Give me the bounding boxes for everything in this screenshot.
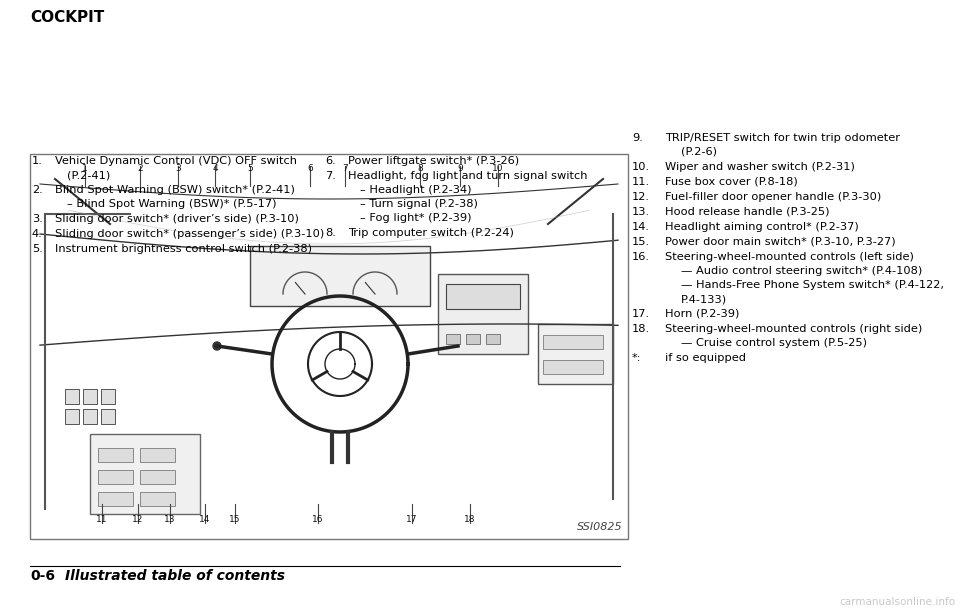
Text: 4.: 4.: [32, 229, 43, 239]
Text: 2.: 2.: [32, 185, 43, 195]
Text: 3.: 3.: [32, 214, 43, 224]
Text: Headlight, fog light and turn signal switch: Headlight, fog light and turn signal swi…: [348, 171, 588, 181]
Text: Vehicle Dynamic Control (VDC) OFF switch: Vehicle Dynamic Control (VDC) OFF switch: [55, 156, 297, 166]
Bar: [98, 492, 133, 506]
Text: 0-6: 0-6: [30, 569, 55, 583]
Text: Headlight aiming control* (P.2-37): Headlight aiming control* (P.2-37): [665, 222, 859, 232]
Circle shape: [213, 342, 221, 350]
Text: 3: 3: [175, 164, 180, 173]
Bar: [140, 448, 175, 462]
Text: Wiper and washer switch (P.2-31): Wiper and washer switch (P.2-31): [665, 162, 854, 172]
Bar: [446, 334, 460, 344]
Text: Power liftgate switch* (P.3-26): Power liftgate switch* (P.3-26): [348, 156, 519, 166]
Text: – Fog light* (P.2-39): – Fog light* (P.2-39): [360, 213, 471, 223]
Text: Sliding door switch* (driver’s side) (P.3-10): Sliding door switch* (driver’s side) (P.…: [55, 214, 299, 224]
Text: Sliding door switch* (passenger’s side) (P.3-10): Sliding door switch* (passenger’s side) …: [55, 229, 324, 239]
Text: 15: 15: [229, 515, 241, 524]
Bar: [65, 409, 79, 424]
Text: Instrument brightness control switch (P.2-38): Instrument brightness control switch (P.…: [55, 244, 312, 254]
Text: – Headlight (P.2-34): – Headlight (P.2-34): [360, 185, 471, 195]
Text: 11: 11: [96, 515, 108, 524]
Text: Steering-wheel-mounted controls (left side): Steering-wheel-mounted controls (left si…: [665, 252, 914, 262]
Text: 9.: 9.: [632, 133, 643, 143]
Bar: [101, 389, 115, 404]
Text: 4: 4: [212, 164, 218, 173]
Text: 15.: 15.: [632, 237, 650, 247]
Text: 9: 9: [457, 164, 463, 173]
Text: 1.: 1.: [32, 156, 43, 166]
Text: 18: 18: [465, 515, 476, 524]
Text: — Hands-Free Phone System switch* (P.4-122,: — Hands-Free Phone System switch* (P.4-1…: [681, 280, 944, 290]
Bar: [486, 334, 500, 344]
Text: – Turn signal (P.2-38): – Turn signal (P.2-38): [360, 199, 478, 209]
Text: – Blind Spot Warning (BSW)* (P.5-17): – Blind Spot Warning (BSW)* (P.5-17): [67, 199, 276, 209]
Text: 16.: 16.: [632, 252, 650, 262]
Text: 7.: 7.: [325, 171, 336, 181]
Text: 14: 14: [200, 515, 210, 524]
Bar: [140, 492, 175, 506]
Text: 12.: 12.: [632, 192, 650, 202]
Bar: [98, 448, 133, 462]
Text: Blind Spot Warning (BSW) switch* (P.2-41): Blind Spot Warning (BSW) switch* (P.2-41…: [55, 185, 295, 195]
Text: carmanualsonline.info: carmanualsonline.info: [840, 597, 956, 607]
Bar: [30, 154, 628, 539]
Text: — Audio control steering switch* (P.4-108): — Audio control steering switch* (P.4-10…: [681, 266, 923, 276]
Text: TRIP/RESET switch for twin trip odometer: TRIP/RESET switch for twin trip odometer: [665, 133, 900, 143]
Text: 6.: 6.: [325, 156, 336, 166]
Text: 17.: 17.: [632, 309, 650, 319]
Text: Fuse box cover (P.8-18): Fuse box cover (P.8-18): [665, 177, 798, 187]
Text: COCKPIT: COCKPIT: [30, 10, 105, 25]
Circle shape: [454, 342, 462, 350]
Text: 5: 5: [247, 164, 252, 173]
Bar: [140, 470, 175, 484]
Bar: [65, 389, 79, 404]
Text: (P.2-41): (P.2-41): [67, 170, 110, 180]
Text: 7: 7: [342, 164, 348, 173]
Text: 8.: 8.: [325, 228, 336, 238]
Text: 12: 12: [132, 515, 144, 524]
Bar: [83, 389, 97, 404]
Text: 8: 8: [418, 164, 422, 173]
Text: 14.: 14.: [632, 222, 650, 232]
Bar: [98, 470, 133, 484]
Text: SSI0825: SSI0825: [577, 522, 623, 532]
Text: Illustrated table of contents: Illustrated table of contents: [65, 569, 285, 583]
Text: 5.: 5.: [32, 244, 43, 254]
Text: (P.2-6): (P.2-6): [681, 147, 717, 157]
Text: 18.: 18.: [632, 324, 650, 334]
Text: Fuel-filler door opener handle (P.3-30): Fuel-filler door opener handle (P.3-30): [665, 192, 881, 202]
Bar: [543, 335, 603, 349]
Bar: [438, 274, 528, 354]
Bar: [250, 246, 430, 306]
Text: if so equipped: if so equipped: [665, 353, 746, 363]
Text: Hood release handle (P.3-25): Hood release handle (P.3-25): [665, 207, 829, 217]
Text: Steering-wheel-mounted controls (right side): Steering-wheel-mounted controls (right s…: [665, 324, 923, 334]
Text: 11.: 11.: [632, 177, 650, 187]
Bar: [538, 324, 613, 384]
Text: 1: 1: [83, 164, 88, 173]
Text: 2: 2: [137, 164, 143, 173]
Text: 6: 6: [307, 164, 313, 173]
Text: Power door main switch* (P.3-10, P.3-27): Power door main switch* (P.3-10, P.3-27): [665, 237, 896, 247]
Text: 16: 16: [312, 515, 324, 524]
Bar: [446, 284, 520, 309]
Bar: [543, 360, 603, 374]
Text: 13.: 13.: [632, 207, 650, 217]
Bar: [83, 409, 97, 424]
Text: 10: 10: [492, 164, 504, 173]
Bar: [466, 334, 480, 344]
Text: P.4-133): P.4-133): [681, 294, 727, 304]
Text: — Cruise control system (P.5-25): — Cruise control system (P.5-25): [681, 338, 867, 348]
Text: 10.: 10.: [632, 162, 650, 172]
Text: 13: 13: [164, 515, 176, 524]
Text: Trip computer switch (P.2-24): Trip computer switch (P.2-24): [348, 228, 514, 238]
Bar: [101, 409, 115, 424]
Bar: [90, 434, 200, 514]
Text: 17: 17: [406, 515, 418, 524]
Text: *:: *:: [632, 353, 641, 363]
Text: Horn (P.2-39): Horn (P.2-39): [665, 309, 739, 319]
